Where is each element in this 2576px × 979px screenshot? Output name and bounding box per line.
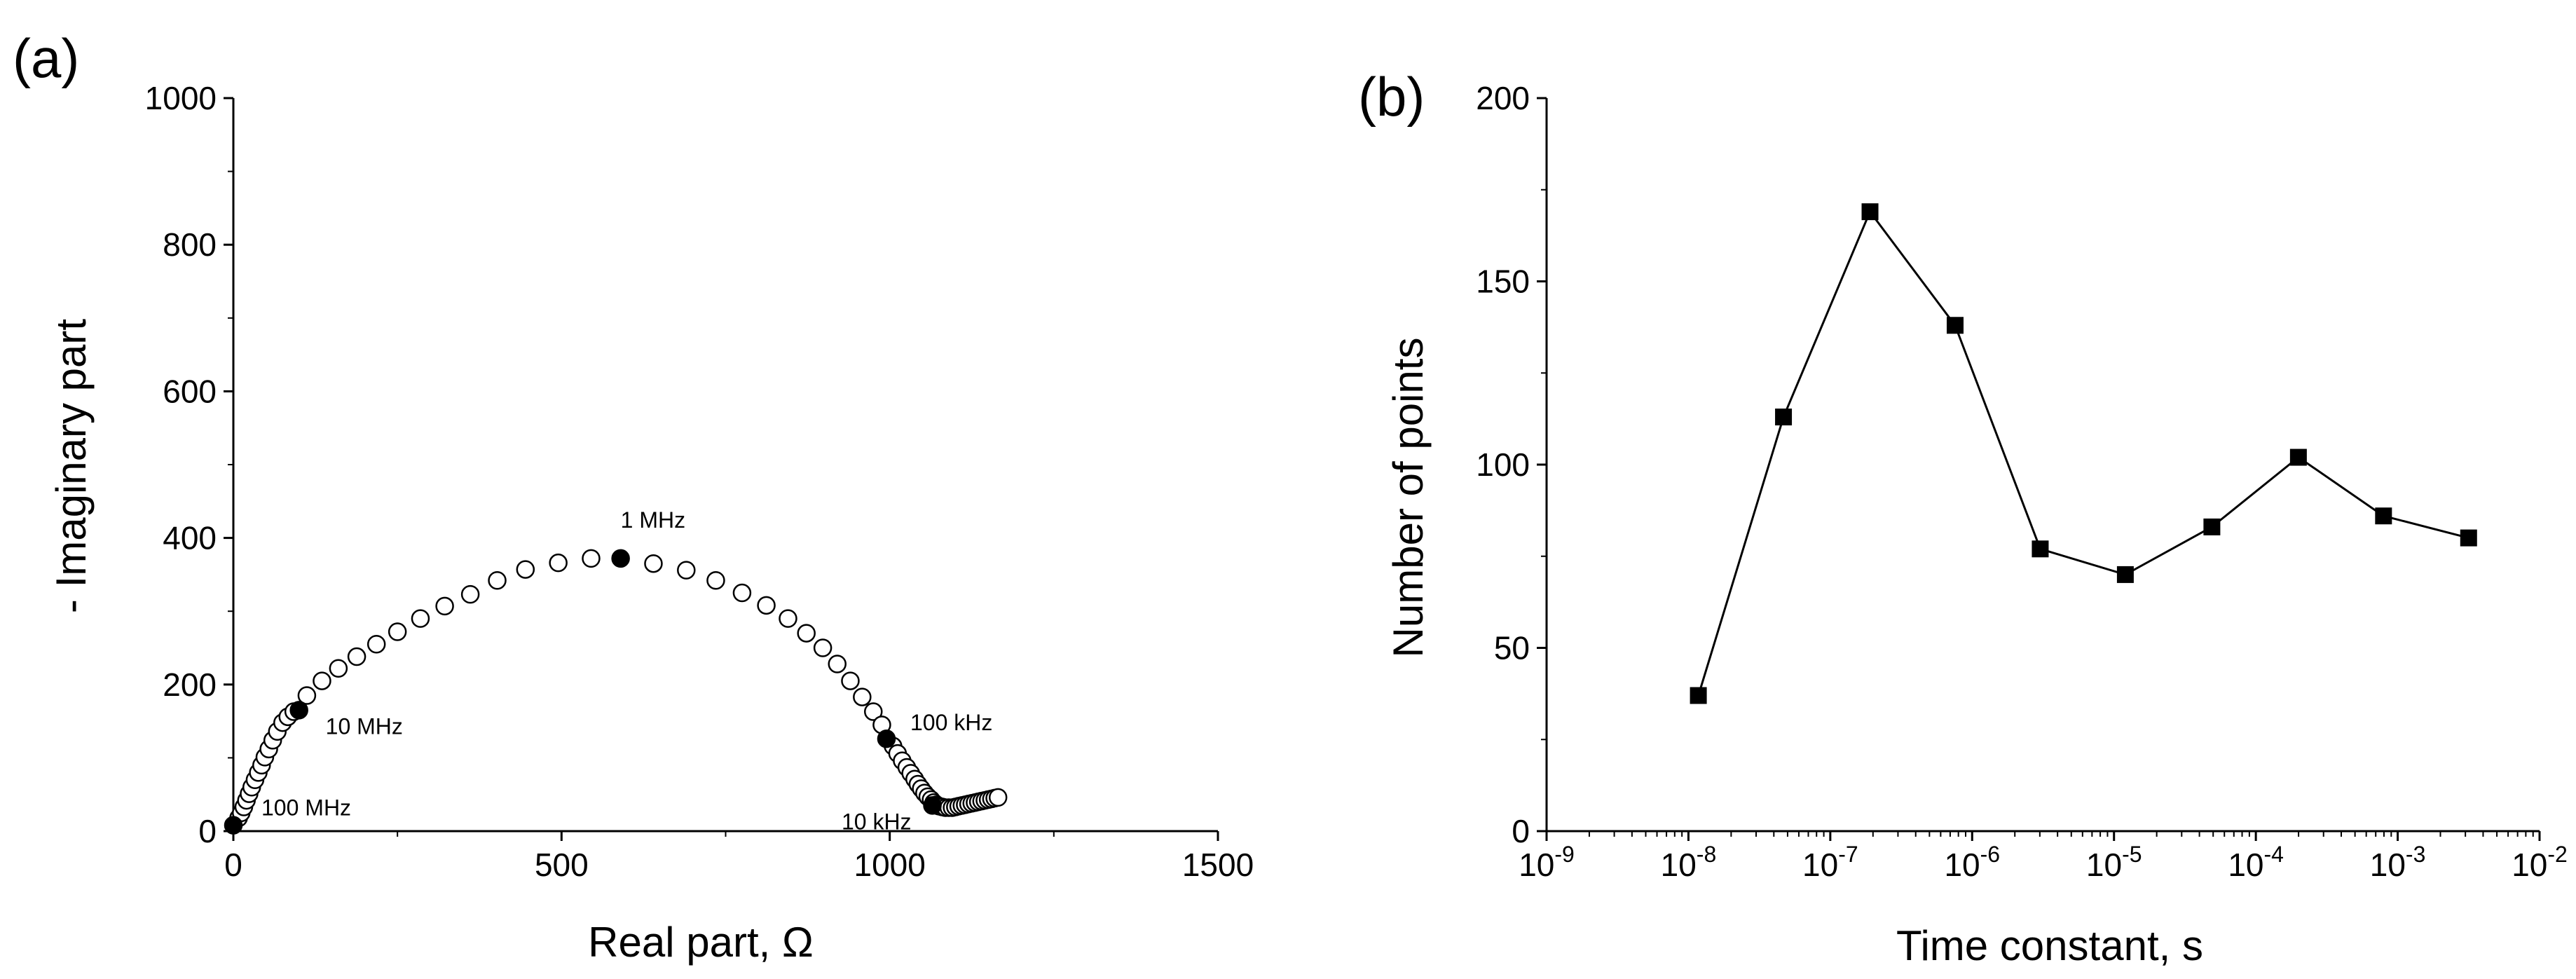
chart-a-point [313, 671, 331, 690]
chart-a-point [366, 635, 386, 654]
chart-a-point [797, 624, 816, 643]
chart-a-point [757, 596, 776, 615]
chart-b-y-tick-label: 150 [1476, 263, 1530, 300]
chart-a-point [853, 687, 872, 706]
chart-a-point [347, 647, 366, 666]
chart-a-point [329, 659, 348, 678]
chart-a-point [828, 655, 847, 673]
chart-b-x-tick-label: 10-9 [1519, 842, 1575, 883]
chart-b-series-line [1697, 210, 2469, 696]
chart-b-x-tick-label: 10-7 [1802, 842, 1858, 883]
chart-b-y-tick-label: 50 [1494, 630, 1530, 666]
chart-b-point [1861, 203, 1879, 221]
chart-a-marked-point [923, 796, 942, 815]
chart-b-ticks: 10-9 10-8 10-7 10-6 10-5 10-4 10-3 10-2 0 50 100 15… [1476, 80, 2568, 883]
chart-a-marked-point [877, 729, 896, 748]
chart-a-point [516, 560, 535, 579]
chart-a-x-tick-label: 0 [224, 847, 242, 883]
chart-a-impedance: (a) 0 500 1000 1500 0 200 400 600 800 1000 100 MH… [13, 27, 1254, 966]
chart-a-point [706, 571, 725, 590]
chart-a-marked-point [611, 549, 630, 568]
chart-a-point [388, 622, 407, 641]
chart-b-time-constant: (b) 10-9 10-8 10-7 10-6 10-5 10-4 10-3 10-20501… [1358, 66, 2568, 969]
chart-b-x-tick-label: 10-8 [1661, 842, 1717, 883]
chart-b-x-tick-label: 10-6 [1944, 842, 2000, 883]
chart-b-x-tick-label: 10-5 [2086, 842, 2142, 883]
chart-b-point [1946, 317, 1964, 334]
chart-b-point [2116, 566, 2134, 583]
chart-b-x-label: Time constant, s [1896, 922, 2203, 969]
chart-b-x-tick-label: 10-2 [2512, 842, 2568, 883]
chart-b-y-tick-label: 0 [1512, 813, 1530, 849]
chart-b-point [2375, 507, 2392, 525]
chart-b-point [1775, 409, 1793, 426]
chart-a-y-tick-label: 1000 [145, 80, 217, 116]
chart-a-point [460, 584, 480, 604]
chart-a-frequency-label: 100 MHz [261, 795, 351, 821]
chart-a-y-tick-label: 800 [163, 226, 217, 263]
chart-b-point [2032, 540, 2049, 558]
chart-b-point [2289, 449, 2307, 466]
chart-a-point [841, 671, 860, 690]
chart-a-x-tick-label: 500 [535, 847, 589, 883]
chart-a-point [732, 583, 752, 603]
chart-a-y-tick-label: 600 [163, 373, 217, 409]
chart-a-x-label: Real part, Ω [588, 919, 814, 966]
chart-b-point [1690, 687, 1707, 704]
chart-a-frequency-label: 10 kHz [842, 809, 912, 834]
chart-b-point [2203, 518, 2221, 535]
chart-a-point [582, 549, 601, 568]
chart-a-point [549, 553, 568, 573]
chart-a-ticks: 0 500 1000 1500 0 200 400 600 800 1000 [145, 80, 1254, 883]
chart-b-y-tick-label: 100 [1476, 446, 1530, 483]
chart-a-point [435, 596, 454, 616]
chart-a-frequency-label: 100 kHz [910, 710, 992, 735]
chart-b-point [2460, 529, 2477, 547]
chart-a-point [488, 571, 507, 590]
chart-a-point [779, 609, 797, 628]
chart-a-point [411, 609, 430, 628]
chart-a-frequency-label: 1 MHz [621, 507, 685, 533]
chart-b-x-tick-label: 10-4 [2228, 842, 2284, 883]
chart-a-point [297, 686, 317, 705]
chart-a-point [813, 638, 833, 657]
chart-a-y-label: - Imaginary part [48, 319, 95, 613]
chart-a-point [864, 702, 883, 721]
chart-a-y-tick-label: 200 [163, 666, 217, 703]
chart-a-x-tick-label: 1000 [854, 847, 925, 883]
chart-a-marked-point [289, 701, 308, 720]
chart-b-x-tick-label: 10-3 [2370, 842, 2426, 883]
chart-a-annotations: 100 MHz 10 MHz 1 MHz 100 kHz 10 kHz [261, 507, 992, 835]
panel-label-b: (b) [1358, 66, 1425, 128]
chart-a-y-tick-label: 0 [198, 813, 217, 849]
chart-a-x-tick-label: 1500 [1182, 847, 1254, 883]
chart-b-y-label: Number of points [1385, 338, 1432, 658]
chart-a-point [677, 561, 696, 580]
panel-label-a: (a) [13, 27, 79, 89]
chart-a-frequency-label: 10 MHz [326, 713, 403, 739]
chart-a-point [988, 788, 1008, 807]
chart-b-marks [1690, 203, 2477, 704]
chart-b-y-tick-label: 200 [1476, 80, 1530, 116]
chart-a-marks [224, 549, 1008, 835]
chart-a-y-tick-label: 400 [163, 520, 217, 556]
chart-a-point [644, 554, 663, 573]
chart-a-marked-point [224, 816, 243, 835]
